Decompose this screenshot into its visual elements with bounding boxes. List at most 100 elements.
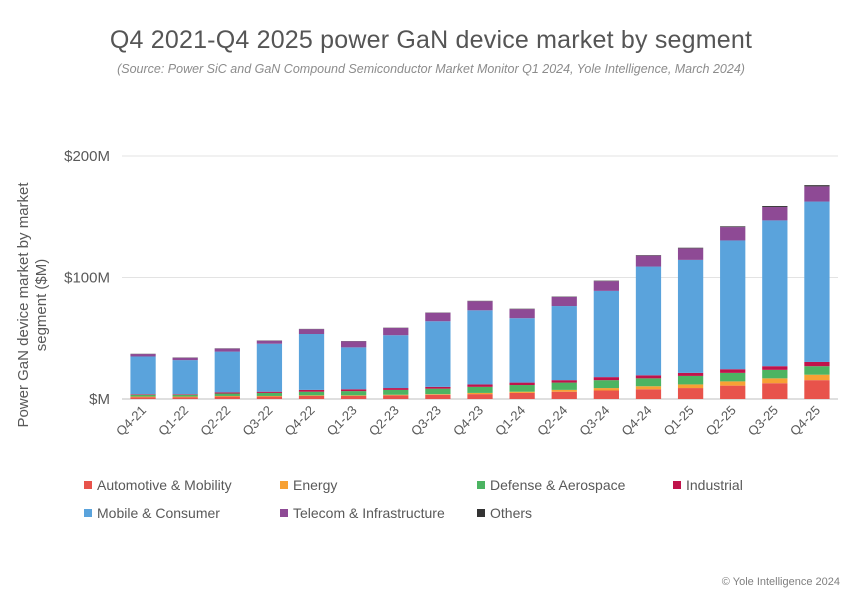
bar-segment [762,207,788,221]
bar-segment [677,388,704,399]
bar-stack-Q3-22 [256,340,283,399]
bar-segment [383,388,409,390]
x-tick-label: Q4-25 [787,403,823,439]
bar-segment [341,347,367,390]
y-axis-label-line1: Power GaN device market by market [15,182,32,428]
bar-segment [256,392,283,396]
x-tick-label: Q2-23 [366,403,402,439]
legend-item: Defense & Aerospace [477,477,625,493]
x-tick-label: Q2-24 [534,403,570,439]
legend-item: Automotive & Mobility [84,477,232,493]
bar-segment [214,351,240,393]
legend-label: Automotive & Mobility [97,477,232,493]
bar-segment [551,296,577,307]
bar-stack-Q4-25 [804,185,830,399]
bar-segment [677,247,704,249]
bar-segment [720,226,746,228]
bar-segment [677,384,704,389]
bar-segment [214,396,240,399]
bar-segment [509,309,535,319]
x-tick-label: Q3-23 [408,403,444,439]
bar-segment [677,372,704,376]
bar-stack-Q3-23 [425,312,451,399]
bar-segment [762,369,788,379]
bar-segment [804,380,830,399]
bar-segment [593,388,619,391]
bar-segment [383,327,409,336]
bar-segment [172,360,198,395]
x-tick-label: Q1-22 [155,403,191,439]
bar-stack-Q1-22 [172,357,198,399]
bar-segment [298,329,325,334]
bar-segment [214,393,240,396]
bar-segment [804,186,830,202]
bar-segment [635,389,662,399]
legend-swatch [477,509,485,517]
x-tick-label: Q1-24 [492,403,528,439]
bar-stack-Q1-25 [677,247,704,399]
legend-label: Mobile & Consumer [97,505,220,521]
bar-segment [509,382,535,386]
y-tick-label: $100M [64,270,110,287]
bar-segment [130,394,156,395]
bar-segment [214,395,240,397]
bar-stack-Q4-24 [635,255,662,399]
bar-segment [509,318,535,383]
bar-segment [298,389,325,392]
bar-segment [130,394,156,397]
bar-segment [551,382,577,390]
bar-segment [635,255,662,267]
legend-item: Industrial [673,477,743,493]
bar-segment [256,396,283,399]
legend-item: Others [477,505,532,521]
bar-segment [214,348,240,352]
copyright-notice: © Yole Intelligence 2024 [721,576,840,588]
bar-segment [804,185,830,187]
bar-segment [804,366,830,375]
chart-subtitle: (Source: Power SiC and GaN Compound Semi… [117,62,745,76]
bar-segment [720,372,746,382]
bar-segment [677,248,704,260]
bar-segment [467,310,493,385]
bar-segment [467,392,493,395]
x-tick-label: Q3-22 [239,403,275,439]
bar-stacks [130,185,830,399]
bar-stack-Q4-22 [298,328,325,399]
legend-item: Telecom & Infrastructure [280,505,445,521]
legend-label: Others [490,505,533,521]
bar-segment [130,396,156,398]
bar-stack-Q2-23 [383,327,409,399]
bar-segment [762,366,788,370]
x-tick-label: Q1-23 [324,403,360,439]
bar-segment [256,391,283,393]
bar-segment [762,383,788,399]
bar-segment [762,378,788,384]
bar-segment [341,395,367,399]
bar-segment [804,201,830,362]
bar-stack-Q1-23 [341,341,367,399]
legend-item: Energy [280,477,337,493]
bar-segment [551,306,577,381]
bar-segment [551,391,577,399]
bar-segment [677,259,704,373]
bar-segment [804,361,830,367]
bar-segment [298,391,325,396]
bar-segment [341,341,367,348]
bar-segment [425,312,451,322]
bar-segment [425,388,451,395]
legend-swatch [280,481,288,489]
bar-segment [635,378,662,387]
bar-segment [720,381,746,386]
y-tick-label: $M [89,391,110,408]
legend-label: Telecom & Infrastructure [293,505,445,521]
legend-swatch [84,481,92,489]
bar-segment [130,397,156,399]
bar-segment [172,396,198,398]
legend-swatch [477,481,485,489]
x-tick-label: Q4-23 [450,403,486,439]
bar-segment [467,386,493,393]
bar-segment [467,384,493,387]
bar-segment [425,394,451,395]
bar-segment [425,321,451,387]
